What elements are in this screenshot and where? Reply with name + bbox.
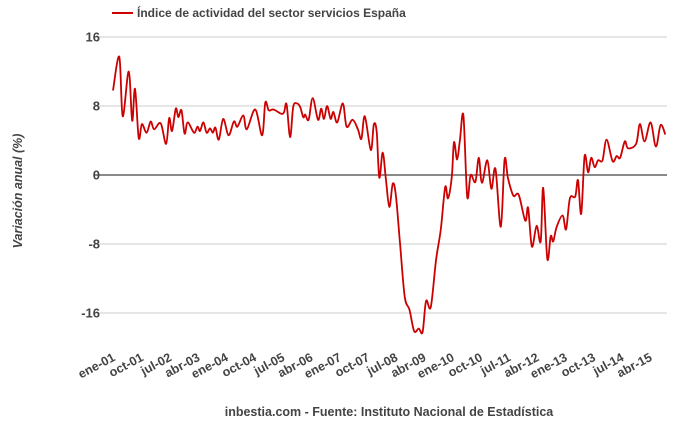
y-tick-label: 8 bbox=[93, 99, 100, 114]
y-tick-labels: 16 8 0 -8 -16 bbox=[81, 30, 100, 321]
x-tick-labels: ene-01oct-01jul-02abr-03ene-04oct-04jul-… bbox=[76, 350, 655, 381]
series-layer bbox=[113, 56, 665, 333]
legend[interactable]: Índice de actividad del sector servicios… bbox=[112, 5, 406, 20]
y-tick-label: -8 bbox=[88, 237, 100, 252]
legend-label: Índice de actividad del sector servicios… bbox=[137, 5, 406, 20]
y-axis-label: Variación anual (%) bbox=[11, 134, 25, 249]
y-tick-label: -16 bbox=[81, 306, 100, 321]
footer-source: inbestia.com - Fuente: Instituto Naciona… bbox=[225, 405, 555, 419]
y-tick-label: 0 bbox=[93, 168, 100, 183]
series-line bbox=[113, 56, 665, 333]
y-tick-label: 16 bbox=[86, 30, 100, 45]
